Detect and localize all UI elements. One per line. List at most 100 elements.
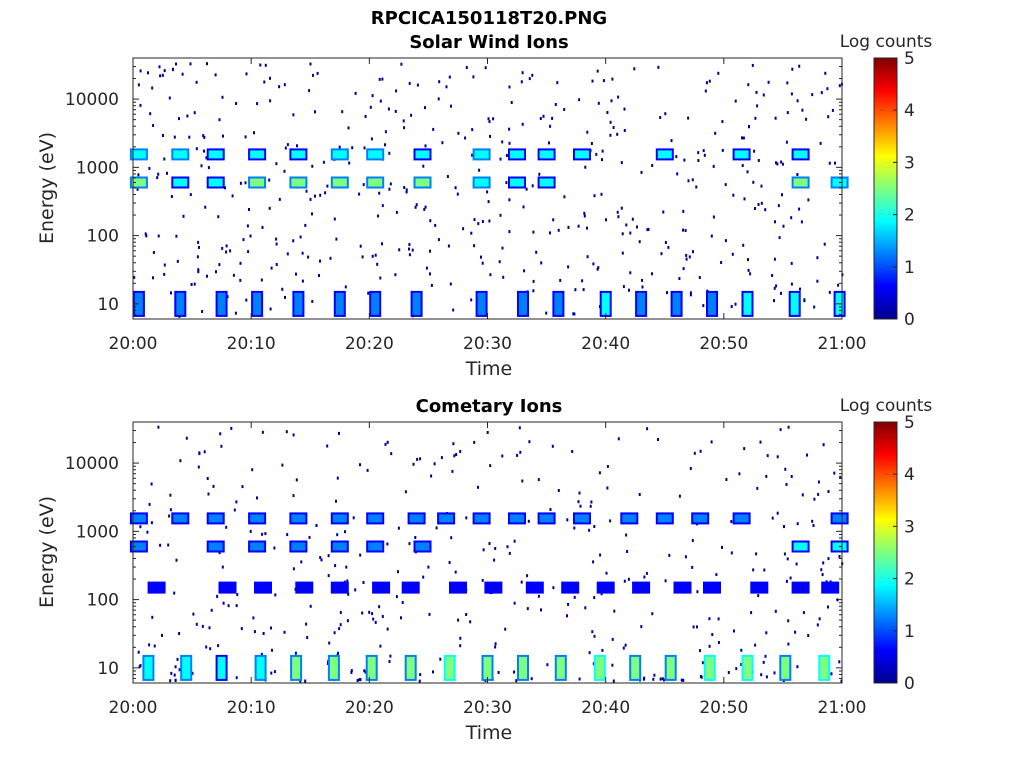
count-speckle [646, 427, 649, 431]
count-cell [250, 150, 265, 159]
count-speckle [556, 81, 559, 85]
count-speckle [678, 494, 681, 498]
count-speckle [337, 651, 339, 655]
count-speckle [822, 443, 825, 447]
count-speckle [203, 450, 206, 454]
count-speckle [221, 95, 224, 99]
count-speckle [369, 105, 372, 109]
count-speckle [839, 475, 842, 479]
count-speckle [455, 453, 458, 456]
count-cell [374, 583, 389, 592]
count-speckle [450, 104, 452, 108]
count-speckle [670, 139, 673, 143]
count-cell [657, 150, 672, 159]
count-speckle [551, 116, 554, 120]
count-speckle [445, 85, 448, 89]
count-speckle [169, 493, 172, 497]
count-speckle [173, 135, 176, 139]
count-speckle [174, 665, 177, 669]
count-speckle [721, 148, 724, 152]
count-speckle [148, 166, 151, 170]
count-speckle [156, 176, 159, 180]
count-speckle [552, 218, 555, 222]
count-cell [439, 514, 454, 523]
count-speckle [715, 573, 718, 577]
count-cell [176, 292, 185, 315]
count-speckle [379, 99, 382, 103]
count-speckle [145, 234, 148, 238]
count-cell [250, 542, 265, 551]
count-speckle [523, 269, 526, 273]
count-speckle [261, 532, 264, 536]
count-speckle [179, 459, 182, 463]
count-speckle [786, 557, 789, 561]
count-speckle [827, 605, 829, 609]
count-speckle [489, 134, 491, 138]
count-speckle [741, 136, 743, 140]
count-speckle [584, 606, 587, 610]
count-speckle [388, 187, 391, 191]
count-speckle [136, 187, 139, 191]
count-speckle [781, 193, 783, 197]
count-speckle [351, 146, 354, 150]
count-cell [734, 514, 749, 523]
count-speckle [457, 131, 460, 135]
count-speckle [605, 218, 607, 222]
count-speckle [779, 428, 782, 432]
colorbar-tick-label: 3 [904, 517, 915, 537]
count-speckle [484, 66, 487, 70]
count-speckle [699, 675, 702, 678]
count-speckle [790, 475, 793, 478]
count-speckle [754, 207, 756, 210]
count-cell [208, 150, 223, 159]
count-speckle [381, 242, 383, 246]
count-speckle [307, 255, 310, 259]
count-speckle [572, 312, 575, 316]
count-speckle [617, 437, 620, 441]
count-speckle [593, 525, 596, 528]
count-speckle [774, 116, 777, 120]
count-speckle [574, 288, 577, 292]
count-speckle [306, 636, 309, 639]
count-speckle [545, 311, 548, 315]
count-speckle [583, 211, 586, 215]
count-speckle [464, 136, 467, 140]
count-speckle [205, 156, 208, 160]
count-speckle [781, 162, 784, 166]
count-speckle [578, 98, 581, 102]
count-speckle [501, 246, 504, 250]
count-cell [793, 150, 808, 159]
count-cell [335, 292, 344, 315]
count-speckle [582, 288, 585, 292]
count-speckle [269, 76, 271, 80]
count-speckle [294, 651, 297, 655]
count-speckle [403, 126, 406, 130]
count-speckle [374, 253, 377, 257]
count-speckle [519, 450, 522, 454]
y-axis-label: Energy (eV) [36, 496, 58, 608]
count-speckle [657, 438, 659, 441]
count-speckle [286, 143, 289, 147]
count-speckle [526, 607, 529, 611]
count-speckle [449, 282, 452, 286]
count-speckle [527, 519, 530, 523]
count-speckle [362, 183, 365, 187]
count-speckle [292, 113, 295, 117]
count-speckle [433, 462, 436, 466]
count-speckle [821, 573, 824, 577]
x-tick-label: 20:10 [227, 334, 276, 354]
count-speckle [480, 255, 482, 259]
count-speckle [359, 553, 362, 557]
x-tick-label: 21:00 [818, 698, 867, 718]
count-cell [332, 178, 347, 187]
x-tick-label: 20:30 [463, 698, 512, 718]
count-speckle [327, 574, 330, 578]
count-speckle [590, 142, 593, 145]
count-cell [415, 150, 430, 159]
count-speckle [494, 547, 497, 550]
count-speckle [241, 485, 244, 489]
heatmap-area [129, 62, 849, 318]
count-speckle [448, 561, 451, 564]
count-speckle [771, 516, 774, 520]
